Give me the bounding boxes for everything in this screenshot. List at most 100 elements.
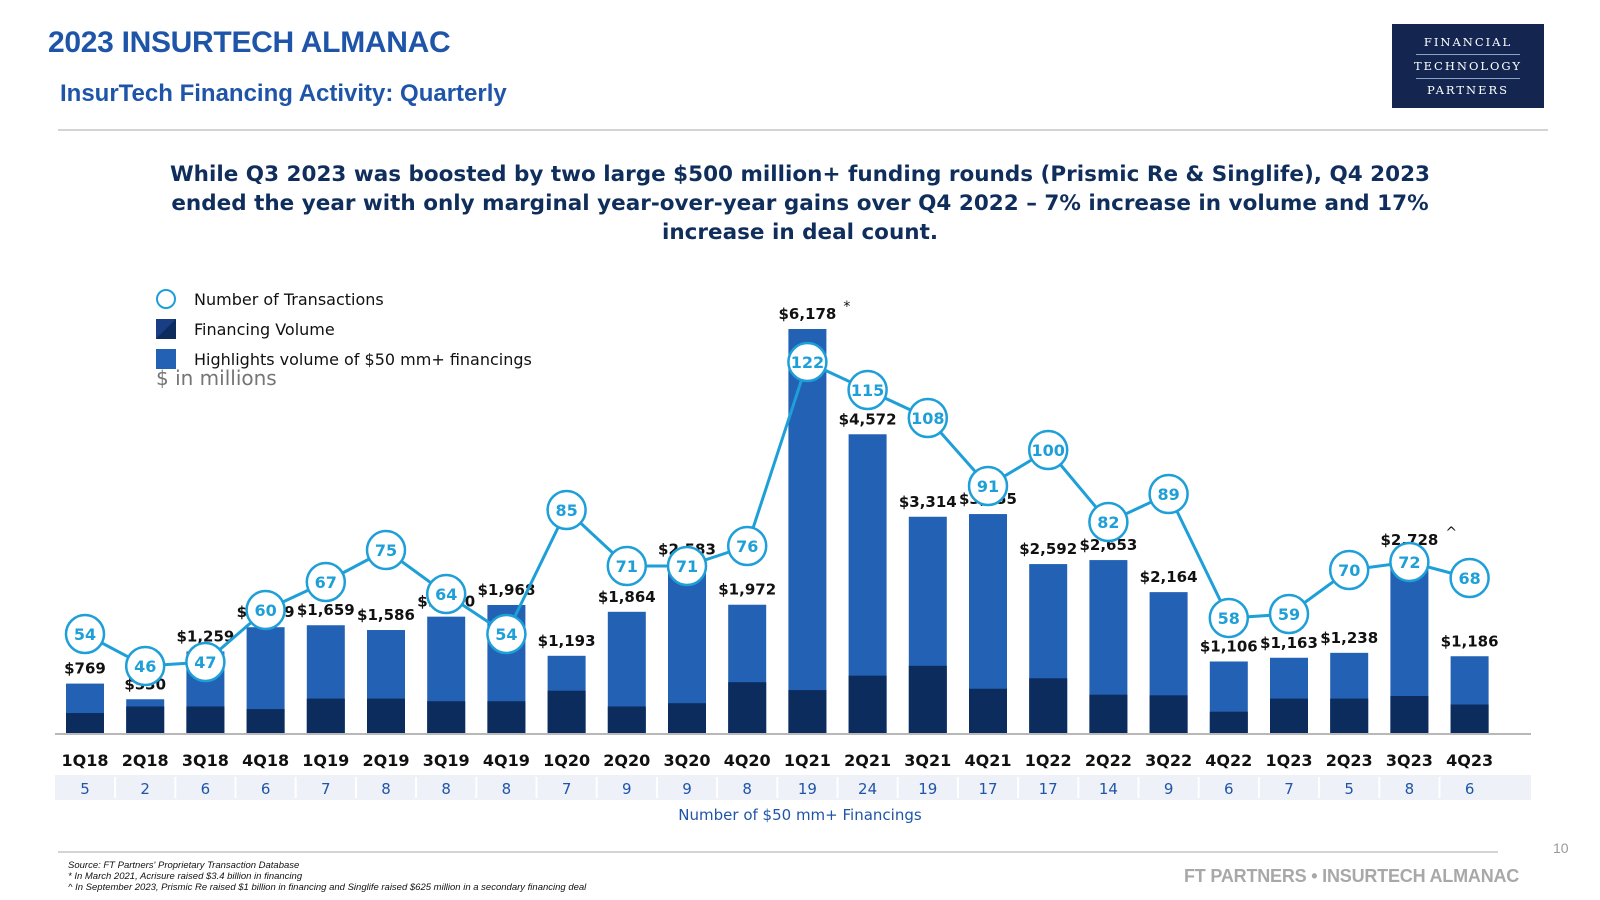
transaction-marker bbox=[1449, 557, 1490, 599]
financings-count: 19 bbox=[918, 780, 937, 798]
legend-item-volume: Financing Volume bbox=[156, 314, 532, 344]
transaction-count-label: 72 bbox=[1398, 553, 1420, 572]
transaction-marker bbox=[124, 645, 166, 687]
transaction-marker bbox=[365, 529, 407, 571]
x-tick-label: 4Q20 bbox=[724, 751, 771, 770]
large-financing-bar bbox=[306, 698, 345, 734]
transaction-marker bbox=[787, 341, 828, 383]
legend-label: Highlights volume of $50 mm+ financings bbox=[194, 349, 532, 369]
x-tick-label: 1Q20 bbox=[543, 751, 590, 770]
volume-bar bbox=[788, 329, 827, 734]
large-financing-bar bbox=[848, 675, 887, 734]
large-financing-bar bbox=[487, 701, 526, 734]
transaction-count-label: 68 bbox=[1458, 569, 1480, 588]
ft-partners-logo: FINANCIAL TECHNOLOGY PARTNERS bbox=[1392, 24, 1544, 108]
logo-divider bbox=[1416, 77, 1520, 79]
legend-label: Number of Transactions bbox=[194, 289, 384, 309]
bar-value-label: $1,586 bbox=[357, 606, 415, 624]
transaction-count-label: 115 bbox=[851, 381, 884, 400]
headline-text: While Q3 2023 was boosted by two large $… bbox=[169, 162, 1431, 245]
x-tick-label: 1Q19 bbox=[302, 751, 349, 770]
bar-value-label: $1,186 bbox=[1441, 632, 1499, 650]
transaction-count-label: 46 bbox=[134, 657, 156, 676]
transaction-count-label: 54 bbox=[74, 625, 96, 644]
transaction-marker bbox=[967, 465, 1009, 507]
footer-divider bbox=[58, 851, 1498, 853]
bar-value-label: $1,259 bbox=[176, 627, 234, 645]
large-financing-bar bbox=[547, 690, 586, 734]
transaction-marker bbox=[185, 641, 226, 683]
financings-count: 8 bbox=[742, 780, 752, 798]
logo-line-3: PARTNERS bbox=[1426, 82, 1510, 97]
circle-icon bbox=[156, 289, 176, 309]
transaction-count-label: 59 bbox=[1278, 605, 1300, 624]
x-tick-label: 2Q21 bbox=[844, 751, 891, 770]
financings-count: 14 bbox=[1099, 780, 1118, 798]
transaction-marker bbox=[546, 489, 587, 531]
large-financing-bar bbox=[246, 709, 285, 734]
transaction-marker bbox=[847, 369, 888, 411]
logo-line-1: FINANCIAL bbox=[1423, 34, 1513, 49]
x-tick-label: 3Q23 bbox=[1386, 751, 1433, 770]
transaction-count-label: 82 bbox=[1097, 513, 1119, 532]
large-financing-bar bbox=[607, 706, 646, 734]
source-line: Source: FT Partners' Proprietary Transac… bbox=[68, 860, 300, 871]
page-title: 2023 INSURTECH ALMANAC bbox=[48, 26, 451, 59]
financings-count: 8 bbox=[1405, 780, 1415, 798]
financings-strip bbox=[55, 775, 1531, 800]
x-tick-label: 4Q18 bbox=[242, 751, 289, 770]
transaction-count-label: 47 bbox=[194, 653, 216, 672]
transaction-marker bbox=[245, 589, 286, 631]
header-divider bbox=[58, 129, 1548, 131]
transaction-count-label: 76 bbox=[736, 537, 758, 556]
bar-value-label: $2,653 bbox=[1079, 536, 1137, 554]
logo-line-2: TECHNOLOGY bbox=[1413, 58, 1523, 73]
large-financing-bar bbox=[1089, 694, 1128, 734]
transaction-count-label: 67 bbox=[315, 573, 337, 592]
transaction-count-label: 54 bbox=[495, 625, 517, 644]
financings-count: 9 bbox=[1164, 780, 1174, 798]
financings-count: 7 bbox=[1284, 780, 1294, 798]
financings-count: 24 bbox=[858, 780, 877, 798]
transaction-marker bbox=[486, 613, 527, 655]
page-subtitle: InsurTech Financing Activity: Quarterly bbox=[60, 80, 507, 107]
large-financing-bar bbox=[1390, 695, 1429, 734]
financings-count: 8 bbox=[502, 780, 512, 798]
transaction-count-label: 75 bbox=[375, 541, 397, 560]
transaction-count-label: 100 bbox=[1031, 441, 1064, 460]
bar-value-label: $1,972 bbox=[718, 581, 776, 599]
transaction-count-label: 70 bbox=[1338, 561, 1360, 580]
large-financing-bar bbox=[1209, 711, 1248, 734]
financings-count: 2 bbox=[140, 780, 150, 798]
large-financing-bar bbox=[367, 698, 405, 734]
large-financing-bar bbox=[66, 713, 104, 734]
x-tick-label: 1Q18 bbox=[62, 751, 109, 770]
transaction-marker bbox=[1088, 501, 1129, 543]
transaction-marker bbox=[64, 613, 106, 655]
transaction-marker bbox=[1328, 549, 1370, 591]
x-tick-label: 4Q22 bbox=[1205, 751, 1252, 770]
financings-count: 9 bbox=[682, 780, 692, 798]
large-financing-bar bbox=[1149, 695, 1188, 734]
x-tick-label: 2Q20 bbox=[603, 751, 650, 770]
financings-count: 17 bbox=[978, 780, 997, 798]
financings-count: 17 bbox=[1039, 780, 1058, 798]
footnote-line: * In March 2021, Acrisure raised $3.4 bi… bbox=[68, 871, 303, 882]
financings-count: 5 bbox=[80, 780, 90, 798]
large-financing-bar bbox=[126, 706, 165, 734]
financings-count: 8 bbox=[441, 780, 451, 798]
large-financing-bar bbox=[908, 665, 947, 734]
financings-count: 9 bbox=[622, 780, 632, 798]
chart-legend: Number of Transactions Financing Volume … bbox=[156, 284, 532, 374]
transaction-count-label: 64 bbox=[435, 585, 457, 604]
large-financing-bar bbox=[668, 703, 706, 734]
financings-count: 6 bbox=[201, 780, 211, 798]
x-tick-label: 4Q21 bbox=[965, 751, 1012, 770]
x-tick-label: 3Q20 bbox=[664, 751, 711, 770]
financings-count: 7 bbox=[321, 780, 331, 798]
bar-value-label: $1,659 bbox=[297, 601, 355, 619]
x-tick-label: 4Q19 bbox=[483, 751, 530, 770]
large-financing-bar bbox=[1330, 698, 1369, 734]
transaction-count-label: 58 bbox=[1218, 609, 1240, 628]
large-financing-bar bbox=[1270, 698, 1308, 734]
